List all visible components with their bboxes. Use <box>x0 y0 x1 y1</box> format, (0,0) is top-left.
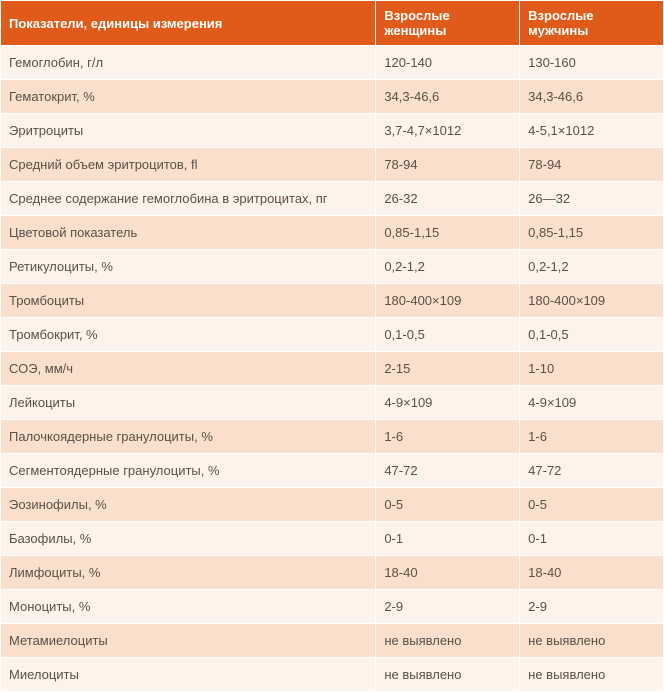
cell-men: 47-72 <box>520 454 664 488</box>
table-row: Гематокрит, %34,3-46,634,3-46,6 <box>1 80 664 114</box>
cell-indicator: Среднее содержание гемоглобина в эритроц… <box>1 182 376 216</box>
cell-women: 0,85-1,15 <box>376 216 520 250</box>
table-row: СОЭ, мм/ч2-151-10 <box>1 352 664 386</box>
cell-men: не выявлено <box>520 658 664 692</box>
cell-women: 0-5 <box>376 488 520 522</box>
cell-men: 26—32 <box>520 182 664 216</box>
cell-indicator: Тромбоциты <box>1 284 376 318</box>
cell-women: 0,1-0,5 <box>376 318 520 352</box>
cell-men: 130-160 <box>520 46 664 80</box>
cell-women: 2-15 <box>376 352 520 386</box>
cell-men: 78-94 <box>520 148 664 182</box>
cell-indicator: Гемоглобин, г/л <box>1 46 376 80</box>
cell-indicator: Эритроциты <box>1 114 376 148</box>
table-row: Ретикулоциты, %0,2-1,20,2-1,2 <box>1 250 664 284</box>
table-row: Палочкоядерные гранулоциты, %1-61-6 <box>1 420 664 454</box>
cell-men: 1-10 <box>520 352 664 386</box>
table-row: Тромбоциты180-400×109180-400×109 <box>1 284 664 318</box>
table-header-row: Показатели, единицы измерения Взрослые ж… <box>1 1 664 46</box>
cell-indicator: Лейкоциты <box>1 386 376 420</box>
table-row: Метамиелоцитыне выявленоне выявлено <box>1 624 664 658</box>
blood-test-reference-table: Показатели, единицы измерения Взрослые ж… <box>0 0 664 692</box>
table-body: Гемоглобин, г/л120-140130-160Гематокрит,… <box>1 46 664 692</box>
table-row: Цветовой показатель0,85-1,150,85-1,15 <box>1 216 664 250</box>
cell-men: не выявлено <box>520 624 664 658</box>
table-row: Гемоглобин, г/л120-140130-160 <box>1 46 664 80</box>
cell-men: 4-5,1×1012 <box>520 114 664 148</box>
header-women: Взрослые женщины <box>376 1 520 46</box>
table-row: Средний объем эритроцитов, fl78-9478-94 <box>1 148 664 182</box>
cell-men: 0-5 <box>520 488 664 522</box>
cell-men: 34,3-46,6 <box>520 80 664 114</box>
cell-men: 0,1-0,5 <box>520 318 664 352</box>
cell-indicator: Тромбокрит, % <box>1 318 376 352</box>
table-row: Базофилы, %0-10-1 <box>1 522 664 556</box>
cell-indicator: Гематокрит, % <box>1 80 376 114</box>
table-row: Эритроциты3,7-4,7×10124-5,1×1012 <box>1 114 664 148</box>
cell-women: 2-9 <box>376 590 520 624</box>
cell-indicator: Палочкоядерные гранулоциты, % <box>1 420 376 454</box>
cell-men: 0,2-1,2 <box>520 250 664 284</box>
cell-indicator: Цветовой показатель <box>1 216 376 250</box>
cell-men: 180-400×109 <box>520 284 664 318</box>
table-row: Среднее содержание гемоглобина в эритроц… <box>1 182 664 216</box>
cell-indicator: Средний объем эритроцитов, fl <box>1 148 376 182</box>
cell-men: 0-1 <box>520 522 664 556</box>
cell-women: 0,2-1,2 <box>376 250 520 284</box>
cell-women: 78-94 <box>376 148 520 182</box>
cell-men: 1-6 <box>520 420 664 454</box>
cell-indicator: Ретикулоциты, % <box>1 250 376 284</box>
cell-indicator: Базофилы, % <box>1 522 376 556</box>
cell-men: 18-40 <box>520 556 664 590</box>
cell-women: 47-72 <box>376 454 520 488</box>
cell-women: 4-9×109 <box>376 386 520 420</box>
cell-indicator: Эозинофилы, % <box>1 488 376 522</box>
table-row: Лейкоциты4-9×1094-9×109 <box>1 386 664 420</box>
table-row: Миелоцитыне выявленоне выявлено <box>1 658 664 692</box>
cell-women: 180-400×109 <box>376 284 520 318</box>
cell-indicator: Моноциты, % <box>1 590 376 624</box>
cell-women: 18-40 <box>376 556 520 590</box>
cell-indicator: Метамиелоциты <box>1 624 376 658</box>
cell-women: 1-6 <box>376 420 520 454</box>
cell-indicator: СОЭ, мм/ч <box>1 352 376 386</box>
header-indicator: Показатели, единицы измерения <box>1 1 376 46</box>
cell-men: 2-9 <box>520 590 664 624</box>
cell-women: не выявлено <box>376 658 520 692</box>
cell-men: 0,85-1,15 <box>520 216 664 250</box>
cell-women: 0-1 <box>376 522 520 556</box>
cell-women: 3,7-4,7×1012 <box>376 114 520 148</box>
cell-indicator: Миелоциты <box>1 658 376 692</box>
table-row: Моноциты, %2-92-9 <box>1 590 664 624</box>
header-men: Взрослые мужчины <box>520 1 664 46</box>
table-row: Сегментоядерные гранулоциты, %47-7247-72 <box>1 454 664 488</box>
cell-women: 34,3-46,6 <box>376 80 520 114</box>
cell-indicator: Лимфоциты, % <box>1 556 376 590</box>
cell-women: 120-140 <box>376 46 520 80</box>
cell-men: 4-9×109 <box>520 386 664 420</box>
cell-women: 26-32 <box>376 182 520 216</box>
table-row: Эозинофилы, %0-50-5 <box>1 488 664 522</box>
table-row: Лимфоциты, %18-4018-40 <box>1 556 664 590</box>
table-row: Тромбокрит, %0,1-0,50,1-0,5 <box>1 318 664 352</box>
cell-indicator: Сегментоядерные гранулоциты, % <box>1 454 376 488</box>
cell-women: не выявлено <box>376 624 520 658</box>
